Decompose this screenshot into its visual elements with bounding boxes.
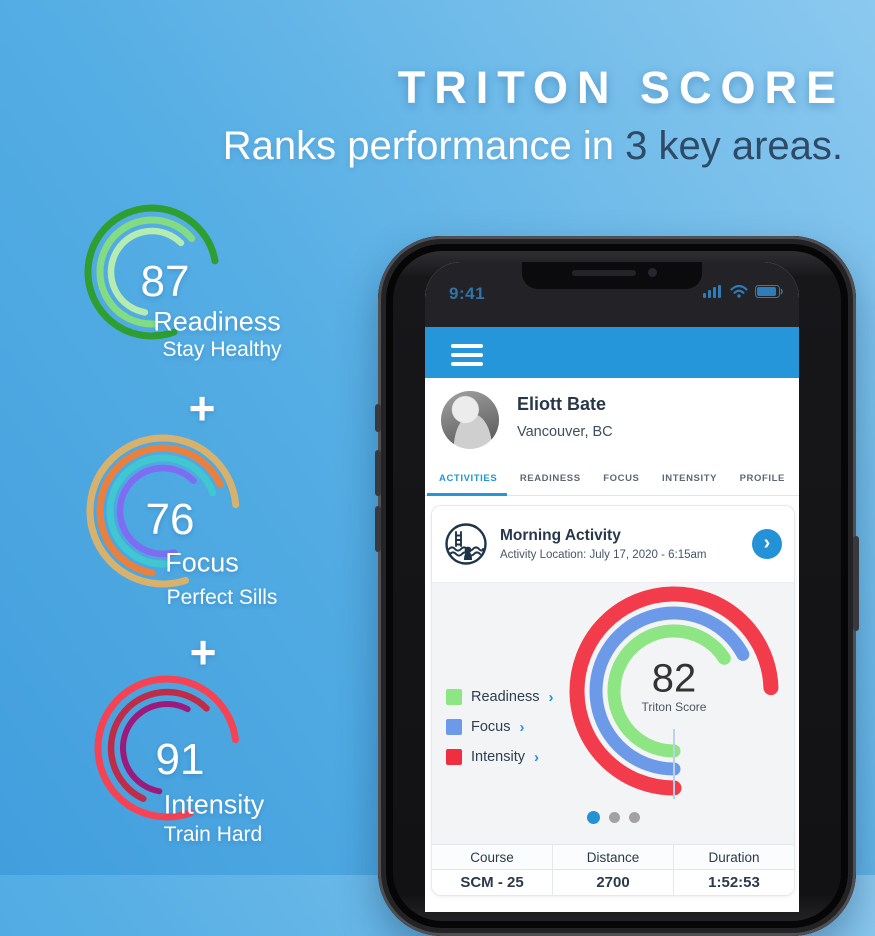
notch (522, 262, 702, 289)
swim-activity-icon (444, 522, 488, 566)
table-value-row: SCM - 25 2700 1:52:53 (432, 870, 794, 895)
legend-readiness[interactable]: Readiness › (446, 689, 554, 705)
chevron-right-icon: › (519, 718, 525, 736)
focus-swatch (446, 719, 462, 735)
activity-card-titles: Morning Activity Activity Location: July… (500, 527, 706, 561)
chevron-right-icon: › (763, 531, 771, 554)
activity-title: Morning Activity (500, 527, 621, 544)
content-area: Morning Activity Activity Location: July… (425, 496, 799, 912)
triton-score-caption: Triton Score (641, 700, 707, 714)
focus-gauge: 76 Focus Perfect Sills (84, 432, 314, 612)
pagination-dots (432, 811, 794, 824)
legend-intensity-label: Intensity (471, 749, 525, 765)
tab-focus[interactable]: FOCUS (603, 473, 640, 484)
page-title: TRITON SCORE (397, 62, 845, 113)
intensity-gauge: 91 Intensity Train Hard (92, 673, 322, 853)
tab-bar: ACTIVITIES READINESS FOCUS INTENSITY PRO… (425, 462, 799, 496)
activity-detail-button[interactable]: › (752, 529, 782, 559)
distance-header: Distance (552, 845, 674, 870)
triton-score-panel: 82 Triton Score Readiness › Focus › (432, 583, 794, 844)
tab-intensity[interactable]: INTENSITY (662, 473, 718, 484)
camera-dot (648, 268, 657, 277)
activity-card: Morning Activity Activity Location: July… (431, 505, 795, 896)
tab-activities[interactable]: ACTIVITIES (439, 473, 498, 484)
readiness-swatch (446, 689, 462, 705)
readiness-label: Readiness (153, 306, 281, 337)
intensity-swatch (446, 749, 462, 765)
legend-readiness-label: Readiness (471, 689, 540, 705)
distance-value: 2700 (552, 870, 674, 895)
activity-subtitle: Activity Location: July 17, 2020 - 6:15a… (500, 549, 707, 561)
mute-switch (375, 404, 381, 432)
plus-sign: + (188, 382, 216, 434)
duration-header: Duration (674, 845, 794, 870)
status-bar: 9:41 (425, 262, 799, 327)
profile-name: Eliott Bate (517, 394, 607, 414)
profile-location: Vancouver, BC (517, 424, 613, 440)
triton-gauge-arcs (567, 584, 781, 798)
course-header: Course (432, 845, 552, 870)
score-legend: Readiness › Focus › Intensity › (446, 689, 554, 765)
active-tab-underline (427, 493, 507, 496)
volume-down-button (375, 506, 381, 552)
intensity-sublabel: Train Hard (163, 823, 263, 846)
chevron-right-icon: › (548, 688, 554, 706)
activity-card-header: Morning Activity Activity Location: July… (432, 506, 794, 583)
readiness-sublabel: Stay Healthy (162, 338, 282, 361)
duration-value: 1:52:53 (674, 870, 794, 895)
table-header-row: Course Distance Duration (432, 845, 794, 870)
battery-icon (755, 285, 783, 298)
intensity-score: 91 (155, 735, 205, 784)
activity-stats-table: Course Distance Duration SCM - 25 2700 1… (432, 844, 794, 895)
phone-screen: 9:41 (425, 262, 799, 912)
focus-label: Focus (165, 547, 239, 578)
tab-profile[interactable]: PROFILE (739, 473, 785, 484)
focus-sublabel: Perfect Sills (166, 586, 278, 609)
intensity-label: Intensity (163, 789, 265, 820)
avatar (441, 391, 499, 449)
chevron-right-icon: › (534, 748, 539, 766)
gauge-start-marker (673, 729, 675, 799)
focus-gauge-arcs (84, 432, 242, 590)
pagination-dot[interactable] (628, 812, 640, 823)
status-icons (703, 285, 783, 298)
tab-readiness[interactable]: READINESS (519, 473, 581, 484)
course-value: SCM - 25 (432, 870, 552, 895)
subtitle-light-part: Ranks performance in (222, 124, 626, 168)
app-header-bar (425, 327, 799, 378)
triton-score-value: 82 (651, 656, 697, 701)
legend-focus[interactable]: Focus › (446, 719, 554, 735)
pagination-dot[interactable] (608, 812, 620, 823)
readiness-gauge: 87 Readiness Stay Healthy (82, 202, 312, 372)
subtitle-dark-part: 3 key areas. (625, 124, 843, 168)
signal-icon (703, 285, 723, 298)
page-subtitle: Ranks performance in 3 key areas. (223, 124, 843, 169)
wifi-icon (730, 285, 748, 298)
legend-focus-label: Focus (471, 719, 511, 735)
legend-intensity[interactable]: Intensity › (446, 749, 554, 765)
volume-up-button (375, 450, 381, 496)
readiness-score: 87 (140, 257, 190, 306)
pagination-dot[interactable] (586, 811, 600, 824)
power-button (853, 536, 859, 631)
menu-icon[interactable] (451, 344, 483, 366)
plus-sign: + (189, 626, 217, 678)
readiness-gauge-arcs (82, 202, 222, 342)
focus-score: 76 (145, 495, 195, 544)
intensity-gauge-arcs (92, 673, 242, 823)
speaker-slit (572, 270, 636, 276)
phone-mockup: 9:41 (375, 236, 859, 936)
profile-section: Eliott Bate Vancouver, BC (425, 378, 799, 463)
status-time: 9:41 (449, 284, 486, 303)
